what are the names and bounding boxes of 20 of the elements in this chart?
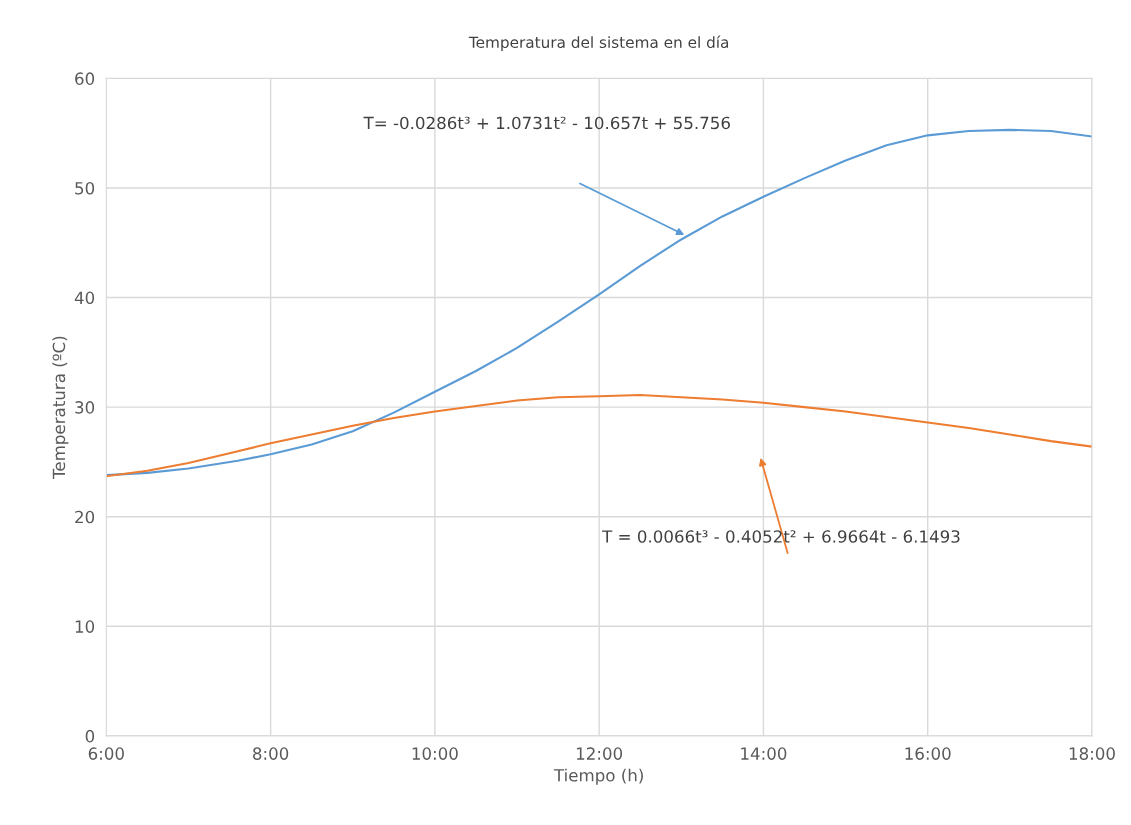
y-tick-label: 20 xyxy=(75,510,95,524)
y-axis-title: Temperatura (ºC) xyxy=(52,336,69,480)
x-tick-label: 16:00 xyxy=(905,747,951,760)
y-tick-label: 50 xyxy=(75,181,95,195)
x-tick-label: 8:00 xyxy=(253,747,289,760)
y-tick-label: 0 xyxy=(85,729,95,743)
annotation: T= -0.0286t³ + 1.0731t² - 10.657t + 55.756 xyxy=(363,116,730,130)
y-tick-label: 10 xyxy=(75,620,95,633)
x-axis-title: Tiempo (h) xyxy=(553,768,643,785)
line-series xyxy=(106,394,1092,478)
y-tick-label: 30 xyxy=(75,401,95,414)
x-tick-label: 18:00 xyxy=(1069,747,1115,760)
chart-title: Temperatura del sistema en el día xyxy=(468,35,729,51)
x-tick-label: 14:00 xyxy=(741,747,787,760)
x-tick-label: 10:00 xyxy=(412,747,458,760)
x-tick-label: 12:00 xyxy=(576,747,623,760)
x-tick-label: 6:00 xyxy=(88,747,124,760)
y-tick-label: 40 xyxy=(74,291,95,305)
line-series xyxy=(106,128,1092,477)
y-tick-label: 60 xyxy=(75,72,95,85)
